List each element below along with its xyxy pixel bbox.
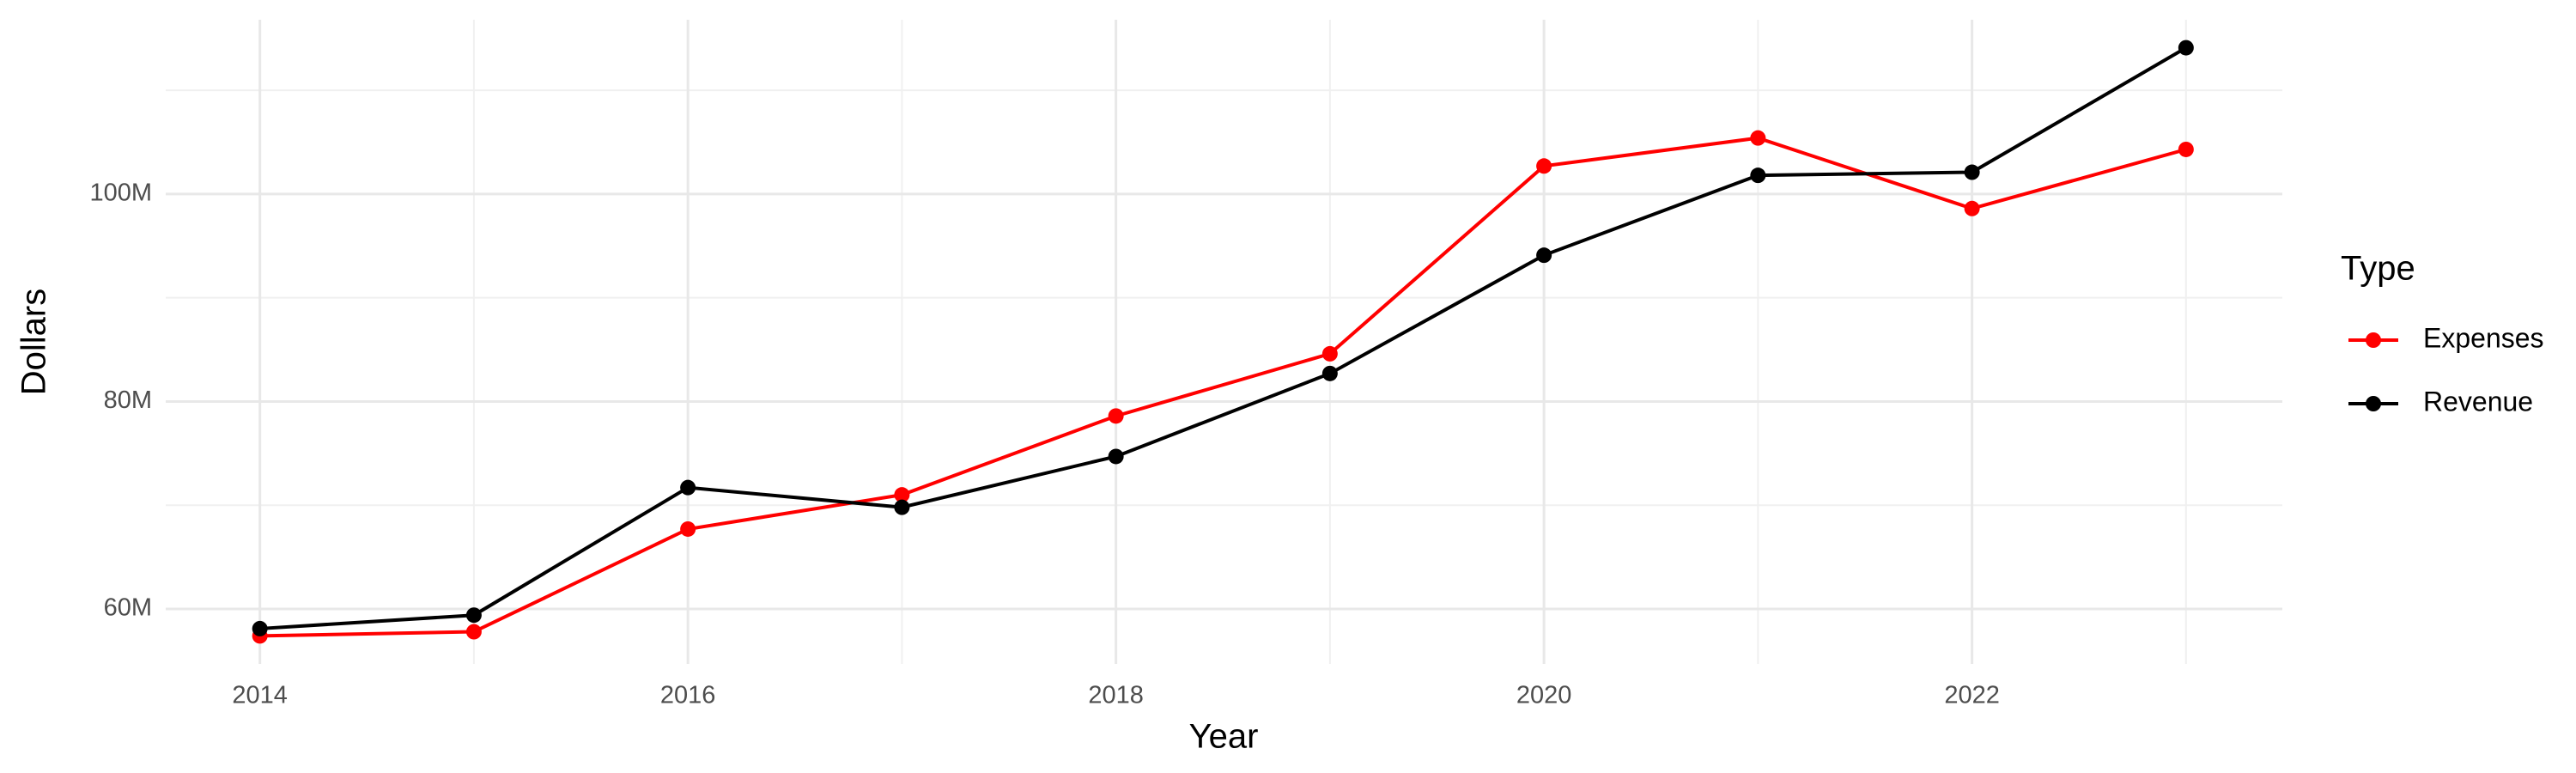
grid	[166, 20, 2282, 664]
data-point	[894, 499, 910, 515]
x-tick-label: 2014	[232, 682, 288, 709]
y-tick-label: 60M	[104, 594, 152, 622]
data-point	[1750, 167, 1766, 184]
data-point	[1321, 365, 1338, 381]
legend-title: Type	[2341, 250, 2415, 288]
x-axis-title: Year	[1189, 718, 1259, 756]
data-point	[894, 487, 910, 503]
series-line	[259, 136, 2187, 638]
data-point	[1108, 448, 1124, 465]
data-point	[465, 624, 482, 640]
legend-marker	[2366, 332, 2381, 348]
data-point	[2178, 141, 2194, 157]
data-point	[1108, 408, 1124, 424]
data-point	[2178, 40, 2194, 56]
data-point	[1964, 200, 1980, 216]
x-tick-label: 2018	[1088, 682, 1144, 709]
data-point	[1964, 164, 1980, 180]
legend-label: Revenue	[2423, 386, 2533, 417]
y-axis-title: Dollars	[15, 289, 53, 395]
data-point	[680, 479, 696, 496]
y-tick-label: 100M	[89, 180, 152, 207]
y-tick-label: 80M	[104, 386, 152, 414]
data-point	[252, 620, 268, 636]
data-point	[1321, 345, 1338, 362]
x-tick-label: 2016	[660, 682, 716, 709]
series-line	[259, 46, 2187, 630]
data-point	[680, 520, 696, 537]
data-point	[465, 607, 482, 624]
data-point	[1750, 130, 1766, 146]
x-tick-label: 2020	[1516, 682, 1572, 709]
data-point	[1536, 247, 1552, 264]
data-point	[1536, 158, 1552, 174]
x-tick-label: 2022	[1944, 682, 2000, 709]
legend: Expenses Revenue	[2348, 322, 2544, 417]
legend-label: Expenses	[2423, 322, 2544, 353]
legend-marker	[2366, 396, 2381, 411]
